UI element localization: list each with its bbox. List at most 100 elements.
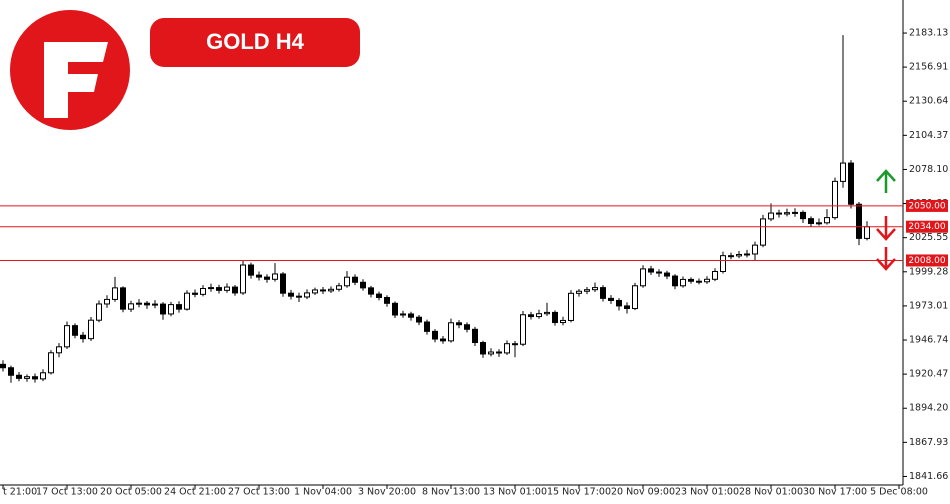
candle-body	[864, 226, 870, 239]
candle-body	[256, 274, 262, 278]
candle-body	[656, 271, 662, 274]
candle-body	[136, 302, 142, 305]
candle-body	[584, 289, 590, 292]
candle-body	[504, 343, 510, 354]
candle-body	[712, 271, 718, 280]
candle-body	[48, 352, 54, 374]
candle-body	[312, 289, 318, 294]
level-label-box	[906, 254, 948, 267]
candle-body	[0, 363, 6, 369]
candle-body	[416, 316, 422, 323]
x-tick-label: 30 Nov 17:00	[803, 487, 867, 498]
candle-body	[640, 268, 646, 287]
candle-body	[176, 304, 182, 310]
candle-body	[512, 343, 518, 346]
candle-body	[560, 319, 566, 324]
candle-body	[56, 346, 62, 354]
chart-title: GOLD H4	[206, 29, 305, 54]
candle-body	[664, 272, 670, 277]
logo-letter	[44, 42, 108, 118]
candle-body	[280, 273, 286, 294]
candle-body	[536, 313, 542, 318]
y-tick-label: 2156.91	[909, 62, 948, 73]
x-tick-label: 28 Nov 01:00	[739, 487, 803, 498]
candle-body	[848, 162, 854, 205]
x-tick-label: 27 Oct 13:00	[228, 487, 290, 498]
candle-body	[368, 287, 374, 295]
candle-body	[64, 325, 70, 348]
candle-body	[16, 374, 22, 379]
candle-body	[320, 289, 326, 292]
arrow-down	[876, 216, 896, 241]
y-tick-label: 2078.10	[909, 164, 948, 175]
candle-body	[720, 255, 726, 273]
candle-body	[632, 285, 638, 310]
x-tick-label: 13 Nov 01:00	[483, 487, 547, 498]
candle-body	[384, 296, 390, 304]
candle-body	[840, 162, 846, 182]
candle-body	[528, 314, 534, 318]
candle-body	[168, 304, 174, 315]
candle-body	[456, 322, 462, 326]
candle-body	[616, 299, 622, 307]
candle-body	[784, 212, 790, 215]
candle-body	[352, 276, 358, 283]
candle-body	[440, 338, 446, 342]
candle-body	[688, 278, 694, 282]
candle-body	[80, 334, 86, 340]
y-tick-label: 1867.93	[909, 437, 948, 448]
candle-body	[216, 287, 222, 291]
candle-body	[768, 212, 774, 220]
candle-body	[520, 314, 526, 345]
candle-body	[832, 180, 838, 219]
arrows	[876, 169, 896, 271]
y-tick-label: 1894.20	[909, 403, 948, 414]
logo-circle	[10, 10, 130, 130]
x-tick-label: 20 Oct 05:00	[100, 487, 162, 498]
candle-body	[104, 298, 110, 305]
candle-body	[160, 303, 166, 315]
x-tick-label: t 21:00	[3, 487, 37, 498]
candle-body	[600, 287, 606, 299]
candle-body	[808, 218, 814, 224]
candle-body	[232, 286, 238, 294]
candle-body	[96, 303, 102, 321]
candle-body	[200, 288, 206, 295]
candle-body	[672, 275, 678, 287]
candle-body	[760, 218, 766, 246]
candle-body	[432, 330, 438, 340]
candle-body	[856, 203, 862, 239]
candle-body	[424, 321, 430, 332]
candle-body	[120, 287, 126, 310]
arrow-down	[876, 247, 896, 271]
candle-body	[192, 292, 198, 295]
candle-body	[336, 285, 342, 290]
y-tick-label: 1999.28	[909, 266, 948, 277]
logo	[10, 10, 130, 130]
x-tick-label: 20 Nov 09:00	[611, 487, 675, 498]
candle-body	[224, 286, 230, 291]
x-tick-label: 24 Oct 21:00	[164, 487, 226, 498]
level-label: 2050.00	[908, 201, 945, 211]
level-label-box	[906, 220, 948, 233]
level-label: 2034.00	[908, 222, 945, 232]
y-tick-label: 1946.74	[909, 335, 948, 346]
candle-body	[648, 268, 654, 273]
candle-body	[272, 273, 278, 280]
candle-body	[288, 292, 294, 297]
candle-body	[240, 264, 246, 294]
candle-body	[296, 295, 302, 298]
candle-body	[736, 253, 742, 257]
candle-body	[72, 325, 78, 336]
candle-body	[264, 276, 270, 280]
x-tick-label: 17 Oct 13:00	[36, 487, 98, 498]
candle-body	[376, 293, 382, 298]
y-tick-label: 1973.01	[909, 300, 948, 311]
candle-body	[696, 280, 702, 283]
candle-body	[800, 211, 806, 220]
candle-body	[728, 255, 734, 258]
level-label-box	[906, 199, 948, 212]
candle-body	[400, 313, 406, 316]
